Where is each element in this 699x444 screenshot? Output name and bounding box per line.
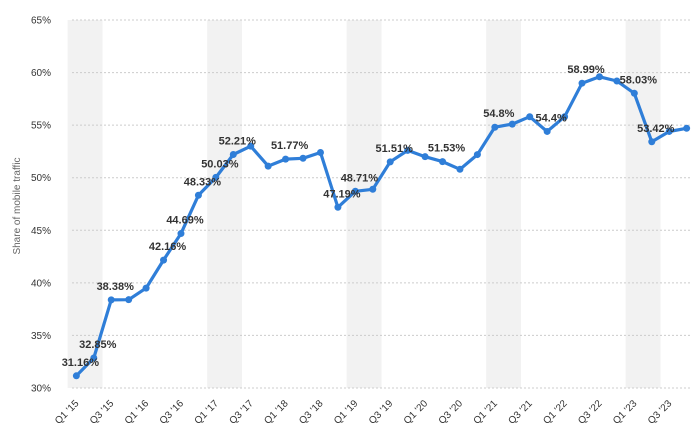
y-tick-label: 45%	[31, 226, 51, 237]
x-axis-ticks: Q1 '15 Q3 '15 Q1 '16 Q3 '16 Q1 '17 Q3 '17 Q1 '…	[53, 398, 675, 427]
data-point	[177, 230, 185, 238]
data-point	[72, 372, 80, 380]
data-label: 31.16%	[62, 357, 100, 369]
band	[625, 20, 661, 388]
y-tick-label: 65%	[31, 16, 51, 27]
y-tick-label: 30%	[31, 384, 51, 395]
data-point	[142, 284, 150, 292]
x-tick-label: Q1 '19	[332, 398, 361, 427]
data-label: 47.19%	[323, 188, 361, 200]
y-tick-label: 60%	[31, 68, 51, 79]
data-point	[595, 73, 603, 81]
x-tick-label: Q3 '18	[297, 398, 326, 427]
x-tick-label: Q3 '22	[576, 398, 605, 427]
data-point	[508, 120, 516, 128]
data-point	[264, 162, 272, 170]
band	[346, 20, 382, 388]
data-point	[316, 148, 324, 156]
data-label: 50.03%	[201, 158, 239, 170]
x-tick-label: Q3 '21	[506, 398, 535, 427]
data-point	[212, 173, 220, 181]
x-tick-label: Q3 '20	[437, 398, 466, 427]
data-point	[439, 158, 447, 166]
y-tick-label: 55%	[31, 121, 51, 132]
data-point	[456, 165, 464, 173]
data-label: 58.03%	[620, 74, 658, 86]
data-labels: 31.16% 32.85% 38.38% 42.16% 44.69% 48.33% 50.0…	[62, 64, 675, 369]
y-tick-label: 35%	[31, 331, 51, 342]
data-label: 38.38%	[97, 281, 135, 293]
data-point	[386, 158, 394, 166]
y-tick-label: 50%	[31, 173, 51, 184]
data-point	[247, 142, 255, 150]
data-point	[630, 89, 638, 97]
y-tick-label: 40%	[31, 278, 51, 289]
data-point	[299, 154, 307, 162]
alternating-bands	[67, 20, 661, 388]
data-point	[491, 123, 499, 131]
x-tick-label: Q1 '18	[262, 398, 291, 427]
data-point	[160, 256, 168, 264]
data-label: 53.42%	[637, 123, 675, 135]
data-label: 48.71%	[341, 172, 379, 184]
data-point	[229, 150, 237, 158]
x-tick-label: Q1 '17	[193, 398, 222, 427]
data-point	[648, 138, 656, 146]
band	[207, 20, 243, 388]
x-tick-label: Q3 '23	[646, 398, 675, 427]
x-tick-label: Q1 '15	[53, 398, 82, 427]
x-tick-label: Q3 '16	[158, 398, 187, 427]
data-label: 51.53%	[428, 143, 466, 155]
data-point	[526, 113, 534, 121]
data-point	[125, 296, 133, 304]
data-label: 51.77%	[271, 140, 309, 152]
data-label: 42.16%	[149, 241, 187, 253]
data-point	[578, 79, 586, 87]
data-point	[404, 146, 412, 154]
data-label: 54.4%	[536, 112, 567, 124]
band	[486, 20, 521, 388]
x-tick-label: Q3 '17	[227, 398, 256, 427]
x-tick-label: Q3 '19	[367, 398, 396, 427]
data-point	[683, 124, 691, 132]
x-tick-label: Q1 '21	[472, 398, 501, 427]
data-label: 48.33%	[184, 176, 222, 188]
data-label: 52.21%	[219, 135, 257, 147]
data-label: 58.99%	[567, 64, 605, 76]
x-tick-label: Q1 '16	[123, 398, 152, 427]
data-point	[194, 191, 202, 199]
data-point	[561, 113, 569, 121]
y-axis-title: Share of mobile traffic	[12, 157, 23, 254]
x-tick-label: Q1 '22	[541, 398, 570, 427]
data-label: 32.85%	[79, 339, 117, 351]
data-point	[473, 151, 481, 159]
x-tick-label: Q1 '20	[402, 398, 431, 427]
data-point	[351, 187, 359, 195]
band	[67, 20, 103, 388]
x-tick-label: Q1 '23	[611, 398, 640, 427]
data-point	[613, 77, 621, 85]
data-point	[665, 127, 673, 135]
data-point	[334, 203, 342, 211]
y-axis-ticks: 30% 35% 40% 45% 50% 55% 60% 65%	[31, 16, 51, 395]
data-point	[369, 185, 377, 193]
data-label: 44.69%	[166, 215, 204, 227]
data-point	[107, 296, 115, 304]
data-label: 51.51%	[376, 143, 414, 155]
data-point	[282, 155, 290, 163]
data-point	[421, 153, 429, 161]
data-label: 54.8%	[483, 108, 514, 120]
data-point	[90, 354, 98, 362]
x-tick-label: Q3 '15	[88, 398, 117, 427]
data-point	[543, 127, 551, 135]
data-points	[72, 73, 691, 380]
